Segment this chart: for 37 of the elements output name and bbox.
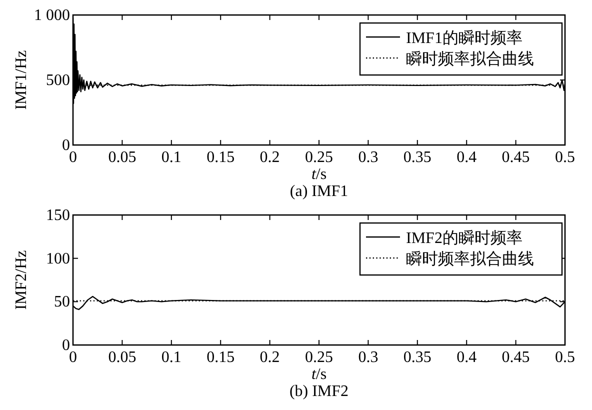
legend-label: IMF2的瞬时频率 [406,229,522,247]
legend-label: IMF1的瞬时频率 [406,29,522,47]
x-tick-label: 0.45 [502,149,530,166]
x-tick-label: 0.25 [305,349,333,366]
x-tick-label: 0.5 [555,149,575,166]
x-tick-label: 0.15 [206,149,235,166]
x-tick-label: 0.35 [403,349,432,366]
x-tick-label: 0.3 [358,349,378,366]
x-tick-label: 0.05 [108,149,136,166]
x-tick-label: 0.1 [161,349,182,366]
y-tick-label: 100 [46,250,70,268]
x-tick-label: 0.45 [502,349,530,366]
x-tick-label: 0.4 [456,149,477,166]
y-axis-title: IMF1/Hz [13,50,30,110]
x-tick-label: 0.35 [403,149,432,166]
legend-label: 瞬时频率拟合曲线 [406,50,534,68]
text: (b) IMF2 [289,383,349,400]
x-tick-label: 0.5 [555,349,575,366]
x-axis-title: t/s [311,366,327,383]
x-tick-label: 0.2 [260,149,280,166]
x-tick-label: 0.15 [206,349,235,366]
y-tick-label: 150 [46,207,70,224]
x-axis-title: t/s [311,166,327,183]
x-tick-label: 0.2 [260,349,280,366]
y-tick-label: 0 [62,137,70,154]
y-tick-label: 500 [46,72,70,89]
x-tick-label: 0.4 [456,349,477,366]
text: (a) IMF1 [290,183,348,200]
y-tick-label: 0 [62,337,70,354]
x-tick-label: 0.05 [108,349,136,366]
x-tick-label: 0.25 [305,149,333,166]
y-tick-label: 1 000 [34,7,70,24]
y-axis-title: IMF2/Hz [13,250,30,310]
legend-label: 瞬时频率拟合曲线 [406,250,534,268]
y-tick-label: 50 [54,294,70,311]
x-tick-label: 0.1 [161,149,182,166]
x-tick-label: 0.3 [358,149,378,166]
